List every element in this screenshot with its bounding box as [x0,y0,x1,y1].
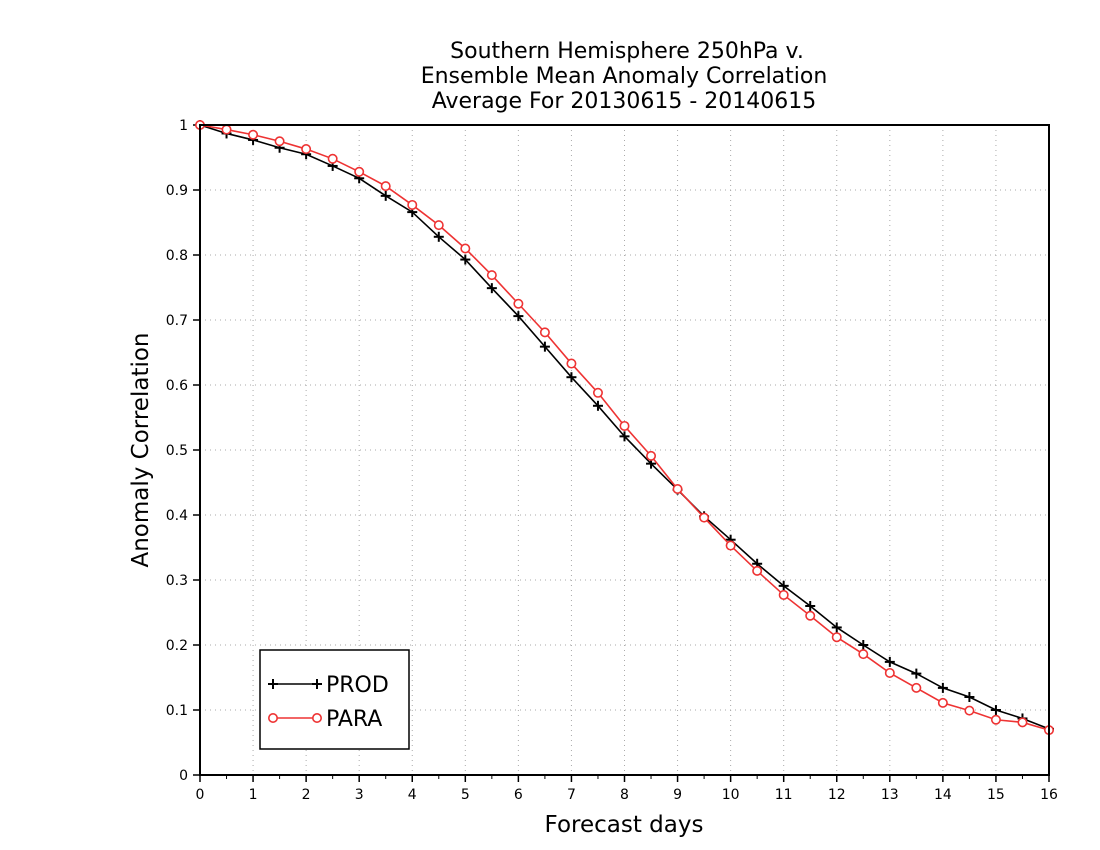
data-point-para [566,358,577,369]
x-tick-label: 2 [302,787,311,803]
data-point-para [778,589,789,600]
data-point-para [592,387,603,398]
y-tick-label: 0.6 [166,378,188,394]
x-tick-label: 0 [196,787,205,803]
data-point-prod [380,190,391,201]
title-line-3: Average For 20130615 - 20140615 [432,89,817,114]
data-point-para [248,129,259,140]
legend-marker-para [267,712,322,723]
y-tick-label: 0.8 [166,248,188,264]
data-point-para [646,450,657,461]
data-point-prod [566,372,577,383]
x-tick-label: 6 [514,787,523,803]
legend-box [259,649,410,750]
x-axis-label: Forecast days [545,812,704,838]
data-point-para [354,166,365,177]
legend-label-para: PARA [326,707,382,732]
data-point-prod [964,692,975,702]
x-tick-label: 14 [934,787,952,803]
y-axis-label: Anomaly Correlation [128,332,154,567]
x-tick-label: 5 [461,787,470,803]
data-point-prod [460,254,471,265]
data-point-para [460,243,471,254]
x-tick-label: 13 [881,787,899,803]
data-point-para [752,565,763,576]
data-point-prod [539,341,550,352]
data-point-para [407,199,418,210]
series-para [195,120,1055,736]
legend-circle-marker [311,712,322,723]
data-point-para [221,124,232,135]
legend-label-prod: PROD [326,673,389,698]
legend-marker-prod [268,679,322,689]
data-point-para [274,136,285,147]
data-point-para [301,144,312,155]
data-point-para [805,610,816,621]
y-tick-label: 0.3 [166,573,188,589]
data-point-para [725,540,736,551]
data-point-para [380,181,391,192]
x-tick-label: 16 [1040,787,1058,803]
data-point-para [831,632,842,643]
data-point-para [539,327,550,338]
y-tick-label: 0.7 [166,313,188,329]
data-point-para [937,697,948,708]
legend-plus-marker [312,679,322,689]
grid [200,125,1049,775]
data-point-para [672,483,683,494]
x-tick-label: 4 [408,787,417,803]
data-point-para [884,667,895,678]
data-point-prod [805,601,816,611]
data-point-prod [778,580,789,591]
y-tick-label: 0.2 [166,638,188,654]
y-tick-label: 1 [179,118,188,134]
x-tick-label: 15 [987,787,1005,803]
data-point-para [990,714,1001,725]
title-line-1: Southern Hemisphere 250hPa v. [450,39,804,64]
x-tick-label: 11 [775,787,793,803]
y-tick-label: 0.5 [166,443,188,459]
legend-plus-marker [268,679,278,689]
data-point-para [486,270,497,281]
data-point-prod [937,682,948,693]
data-point-prod [911,668,922,679]
chart-title: Southern Hemisphere 250hPa v. Ensemble M… [421,39,828,114]
x-tick-label: 8 [620,787,629,803]
legend: PROD PARA [259,649,410,750]
data-point-prod [513,311,524,322]
data-point-para [699,512,710,523]
x-tick-label: 3 [355,787,364,803]
data-point-para [513,298,524,309]
data-point-prod [433,231,444,242]
x-tick-label: 7 [567,787,576,803]
data-point-prod [831,622,842,633]
series-layer [195,120,1055,736]
x-tick-label: 12 [828,787,846,803]
data-point-prod [990,705,1001,715]
data-point-prod [884,656,895,667]
x-tick-label: 1 [249,787,258,803]
y-tick-label: 0 [179,768,188,784]
x-tick-label: 9 [673,787,682,803]
data-point-para [619,420,630,431]
data-point-para [1017,717,1028,728]
data-point-prod [619,431,630,442]
y-tick-label: 0.1 [166,703,188,719]
data-point-para [327,153,338,164]
data-point-prod [592,400,603,411]
legend-circle-marker [267,712,278,723]
data-point-para [964,705,975,716]
axis-ticks: 0 1 2 3 4 5 6 7 8 9 10 11 12 13 14 15 1600.10.20.30.40.5… [166,118,1058,803]
data-point-prod [858,640,869,650]
data-point-prod [486,283,497,294]
data-point-para [858,649,869,660]
y-tick-label: 0.4 [166,508,188,524]
y-tick-label: 0.9 [166,183,188,199]
plot-frame [199,124,1050,776]
x-tick-label: 10 [722,787,740,803]
data-point-para [433,220,444,231]
data-point-para [911,682,922,693]
title-line-2: Ensemble Mean Anomaly Correlation [421,64,828,89]
